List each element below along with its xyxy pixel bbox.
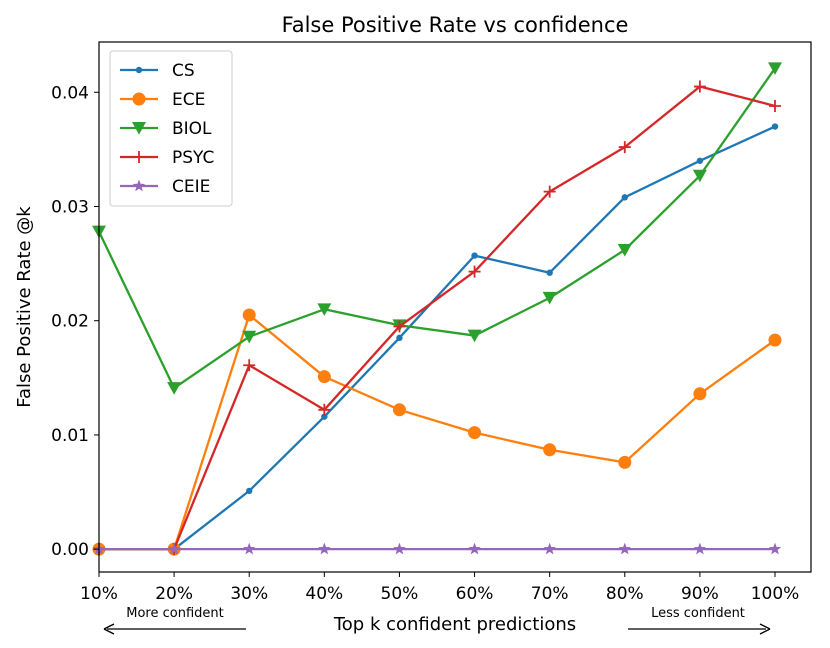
y-tick-label: 0.03 <box>51 197 89 217</box>
data-point-ece <box>317 370 331 384</box>
series-line-cs <box>99 125 776 551</box>
data-point-cs <box>546 269 553 276</box>
x-tick-label: 10% <box>80 584 118 604</box>
legend-label-psyc: PSYC <box>172 148 214 168</box>
x-tick-label: 40% <box>305 584 343 604</box>
chart-title: False Positive Rate vs confidence <box>282 13 629 37</box>
legend-item-ece: ECE <box>120 90 205 110</box>
data-point-cs <box>471 252 478 259</box>
x-tick-label: 80% <box>606 584 644 604</box>
data-point-ceie <box>243 542 256 555</box>
legend-marker-ceie <box>132 179 146 192</box>
data-point-ceie <box>468 542 481 555</box>
x-axis-label: Top k confident predictions <box>333 614 576 635</box>
y-tick-label: 0.00 <box>51 540 89 560</box>
x-tick-label: 70% <box>531 584 569 604</box>
data-point-biol <box>617 243 632 257</box>
annotation-more-confident: More confident <box>126 606 223 621</box>
legend-item-psyc: PSYC <box>120 148 214 168</box>
x-tick-label: 100% <box>751 584 800 604</box>
legend-box <box>109 50 233 207</box>
legend-marker-cs <box>135 66 143 74</box>
data-point-cs <box>321 413 328 420</box>
legend: CS ECE BIOL PSYC CEIE <box>109 50 233 207</box>
data-point-ece <box>468 426 482 440</box>
legend-label-ceie: CEIE <box>172 177 210 197</box>
data-point-ece <box>543 443 557 457</box>
legend-marker-psyc <box>133 151 145 163</box>
plot-frame <box>98 41 812 573</box>
data-point-cs <box>396 334 403 342</box>
arrow-right-head <box>759 623 771 635</box>
data-point-ceie <box>393 542 406 555</box>
data-point-biol <box>542 291 557 305</box>
y-axis-label: False Positive Rate @k <box>14 206 35 408</box>
data-point-psyc <box>543 185 556 198</box>
series-line-psyc <box>99 85 776 551</box>
series-line-biol <box>97 67 776 390</box>
data-point-biol <box>768 62 782 75</box>
data-point-psyc <box>318 403 331 416</box>
data-point-ceie <box>543 542 556 555</box>
data-point-psyc <box>468 265 481 278</box>
data-point-cs <box>246 487 253 495</box>
data-point-biol <box>692 169 707 183</box>
data-point-biol <box>242 330 257 344</box>
data-point-ceie <box>768 542 782 555</box>
data-point-ceie <box>318 542 331 555</box>
x-tick-label: 20% <box>155 584 193 604</box>
legend-marker-ece <box>132 92 146 106</box>
arrow-left-head <box>103 623 115 635</box>
y-tick-label: 0.01 <box>51 426 89 446</box>
series-line-ece <box>99 313 776 551</box>
data-point-cs <box>621 194 628 201</box>
legend-label-ece: ECE <box>172 90 205 110</box>
x-tick-label: 50% <box>381 584 419 604</box>
data-point-cs <box>771 123 779 130</box>
series-cs <box>95 123 779 553</box>
data-point-ece <box>618 455 632 469</box>
legend-marker-biol <box>132 122 146 135</box>
data-point-psyc <box>618 141 631 154</box>
x-tick-label: 90% <box>681 584 719 604</box>
y-tick-label: 0.02 <box>51 312 89 332</box>
data-point-biol <box>467 329 482 343</box>
series-ece <box>92 308 782 556</box>
data-point-cs <box>696 157 704 164</box>
data-point-biol <box>167 382 182 395</box>
y-tick-label: 0.04 <box>51 83 89 103</box>
legend-label-cs: CS <box>172 61 195 81</box>
data-point-ece <box>242 308 256 322</box>
legend-item-ceie: CEIE <box>120 177 210 197</box>
data-point-psyc <box>693 80 706 93</box>
data-point-ece <box>768 333 782 347</box>
data-point-ece <box>392 403 406 417</box>
legend-item-biol: BIOL <box>120 119 212 139</box>
series-psyc <box>93 80 781 556</box>
data-point-ceie <box>167 542 181 555</box>
legend-label-biol: BIOL <box>172 119 212 139</box>
data-point-psyc <box>393 320 406 333</box>
annotation-less-confident: Less confident <box>651 606 745 621</box>
series-ceie <box>92 542 782 555</box>
data-point-biol <box>317 303 332 316</box>
x-tick-label: 30% <box>230 584 268 604</box>
legend-item-cs: CS <box>120 61 195 81</box>
data-point-psyc <box>769 99 781 112</box>
x-tick-label: 60% <box>456 584 494 604</box>
data-point-psyc <box>243 359 256 372</box>
data-point-ceie <box>618 542 631 555</box>
data-point-ece <box>693 387 707 401</box>
data-point-ceie <box>693 542 707 555</box>
